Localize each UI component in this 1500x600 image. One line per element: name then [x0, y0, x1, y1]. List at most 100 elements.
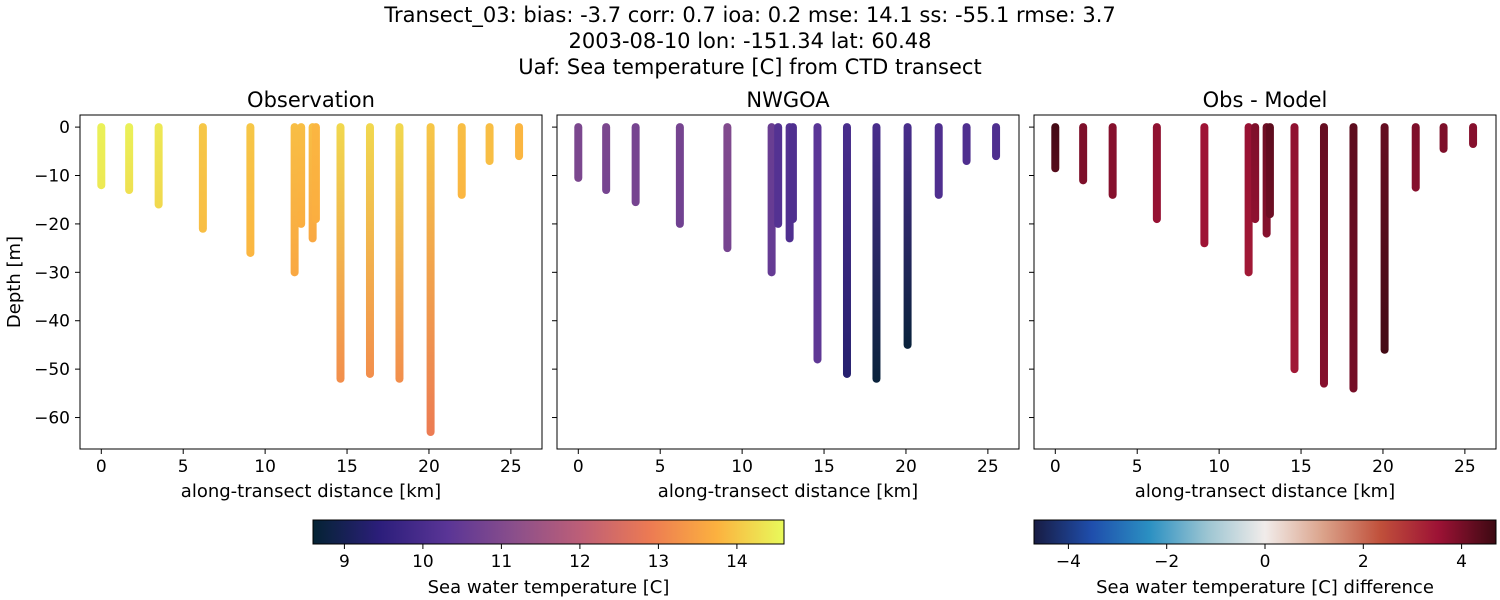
x-tick-label: 25 [500, 457, 522, 477]
x-tick-label: 0 [96, 457, 107, 477]
x-tick-label: 20 [895, 457, 917, 477]
cast-profile [1469, 123, 1478, 149]
y-tick-label: −10 [34, 167, 70, 187]
x-tick-label: 0 [1050, 457, 1061, 477]
colorbar-tick-label: 4 [1456, 552, 1467, 572]
colorbar-label: Sea water temperature [C] difference [1096, 577, 1434, 598]
colorbar-1: 9 10 11 12 13 14 Sea water temperature [C] [312, 519, 785, 598]
cast-profile [1079, 123, 1088, 185]
cast-profile [515, 123, 524, 161]
cast-profile [1108, 123, 1117, 199]
colorbar-tick-label: 2 [1358, 552, 1369, 572]
cast-profile [813, 123, 822, 364]
panel-observation: Observation 0 5 10 15 20 25 along-transect dist… [4, 88, 543, 502]
axes-frame [556, 114, 1020, 450]
x-axis-label: along-transect distance [km] [181, 481, 441, 502]
x-tick-label: 10 [1208, 457, 1230, 477]
cast-profile [1319, 123, 1328, 388]
x-axis-label: along-transect distance [km] [1135, 481, 1395, 502]
plot-area [1051, 123, 1478, 393]
cast-profile [774, 123, 783, 228]
cast-profile [365, 123, 374, 378]
y-tick-label: −30 [34, 263, 70, 283]
x-axis-label: along-transect distance [km] [658, 481, 918, 502]
colorbar-2: −4 −2 0 2 4 Sea water temperature [C] differe… [1033, 519, 1497, 598]
cast-profile [290, 123, 299, 277]
cast-profile [602, 123, 611, 195]
cast-profile [1290, 123, 1299, 374]
panel-title: NWGOA [746, 88, 830, 112]
cast-profile [1244, 123, 1253, 277]
cast-profile [426, 123, 435, 437]
x-tick-label: 15 [336, 457, 358, 477]
colorbar-tick-label: 0 [1260, 552, 1271, 572]
cast-profile [1152, 123, 1161, 224]
y-tick-label: −20 [34, 215, 70, 235]
cast-profile [336, 123, 345, 383]
cast-profile [457, 123, 466, 199]
cast-profile [97, 123, 106, 190]
colorbar-tick-label: −4 [1056, 552, 1081, 572]
cast-profile [154, 123, 163, 209]
x-tick-label: 5 [178, 457, 189, 477]
y-axis-label: Depth [m] [4, 236, 25, 328]
cast-profile [675, 123, 684, 228]
colorbar-tick-label: 14 [726, 552, 748, 572]
x-tick-label: 25 [1454, 457, 1476, 477]
colorbar-tick-label: 10 [412, 552, 434, 572]
panel-title: Obs - Model [1203, 88, 1328, 112]
cast-profile [1051, 123, 1060, 173]
cast-profile [872, 123, 881, 383]
x-tick-label: 15 [1290, 457, 1312, 477]
cast-profile [992, 123, 1001, 161]
cast-profile [485, 123, 494, 165]
cast-profile [297, 123, 306, 228]
panel-model: NWGOA 0 5 10 15 20 25 along-transect distance [… [552, 88, 1020, 502]
x-tick-label: 20 [1372, 457, 1394, 477]
cast-profile [125, 123, 134, 195]
x-tick-label: 5 [655, 457, 666, 477]
y-tick-label: −60 [34, 409, 70, 429]
panel-title: Observation [247, 88, 375, 112]
colorbar-tick-label: −2 [1154, 552, 1179, 572]
x-tick-label: 10 [254, 457, 276, 477]
plot-area [97, 123, 524, 437]
cast-profile [1380, 123, 1389, 354]
figure-title-line-3: Uaf: Sea temperature [C] from CTD transe… [518, 55, 982, 79]
cast-profile [246, 123, 255, 257]
cast-profile [1439, 123, 1448, 153]
x-tick-label: 20 [418, 457, 440, 477]
panel-difference: Obs - Model 0 5 10 15 20 25 along-transect dist… [1029, 88, 1497, 502]
x-tick-label: 15 [813, 457, 835, 477]
y-tick-label: 0 [59, 118, 70, 138]
cast-profile [574, 123, 583, 182]
cast-profile [934, 123, 943, 199]
cast-profile [1200, 123, 1209, 248]
cast-profile [1265, 123, 1274, 219]
figure-title-line-2: 2003-08-10 lon: -151.34 lat: 60.48 [568, 29, 932, 53]
x-tick-label: 0 [573, 457, 584, 477]
axes-frame [1033, 114, 1497, 450]
figure-title-line-1: Transect_03: bias: -3.7 corr: 0.7 ioa: 0… [384, 3, 1116, 27]
y-tick-label: −50 [34, 360, 70, 380]
cast-profile [788, 123, 797, 224]
axes-frame [79, 114, 543, 450]
colorbar-label: Sea water temperature [C] [428, 577, 670, 598]
cast-profile [1251, 123, 1260, 224]
cast-profile [198, 123, 207, 233]
x-tick-label: 10 [731, 457, 753, 477]
colorbar-tick-label: 13 [648, 552, 670, 572]
colorbar-tick-label: 12 [569, 552, 591, 572]
colorbar-tick-label: 11 [491, 552, 513, 572]
cast-profile [1349, 123, 1358, 393]
cast-profile [631, 123, 640, 207]
x-tick-label: 5 [1132, 457, 1143, 477]
cast-profile [311, 123, 320, 224]
colorbar-tick-label: 9 [339, 552, 350, 572]
cast-profile [767, 123, 776, 277]
cast-profile [395, 123, 404, 383]
cast-profile [962, 123, 971, 165]
cast-profile [842, 123, 851, 378]
y-tick-label: −40 [34, 312, 70, 332]
